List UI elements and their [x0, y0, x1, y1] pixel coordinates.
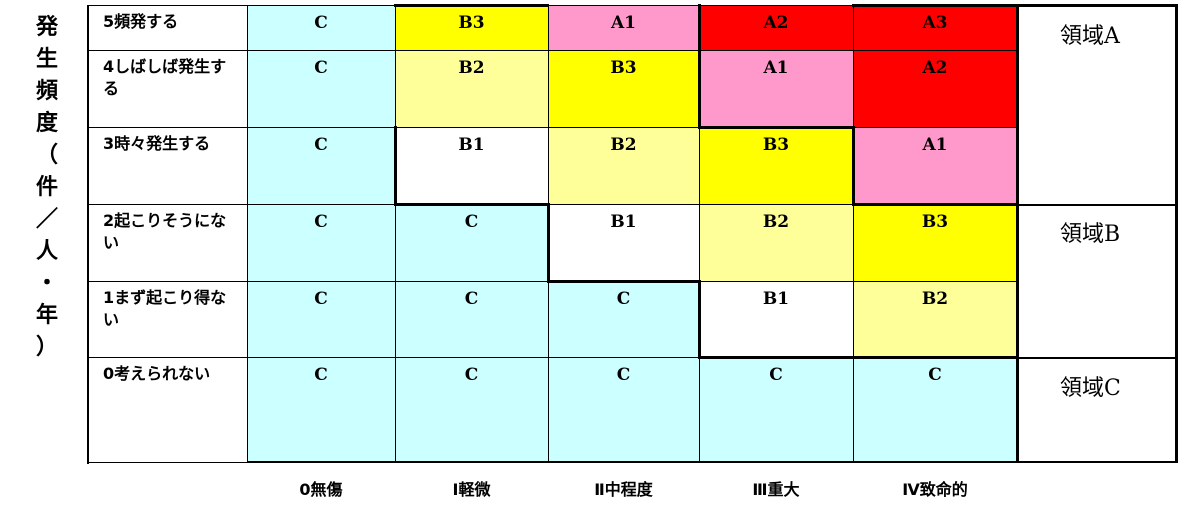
matrix-cell: A2 — [853, 50, 1017, 127]
y-axis-char: （ — [35, 143, 58, 168]
zone-boundary — [698, 356, 1018, 359]
region-label-b: 領域B — [1060, 222, 1121, 247]
zone-boundary — [394, 126, 397, 205]
matrix-cell: C — [395, 357, 548, 462]
grid-line — [87, 357, 1017, 358]
y-axis-char: 頻 — [35, 79, 58, 104]
zone-boundary — [698, 49, 701, 128]
matrix-cell: A1 — [853, 127, 1017, 204]
grid-line — [1017, 357, 1177, 359]
region-label-c: 領域C — [1060, 376, 1121, 401]
matrix-cell: C — [247, 50, 395, 127]
matrix-cell: C — [548, 281, 699, 357]
zone-boundary — [852, 203, 1018, 206]
grid-line — [87, 5, 1177, 6]
grid-line — [1017, 204, 1177, 206]
matrix-cell: C — [247, 281, 395, 357]
row-label: 3時々発生する — [103, 134, 211, 153]
matrix-cell: A1 — [699, 50, 853, 127]
matrix-cell: A2 — [699, 5, 853, 50]
column-label: Ⅳ致命的 — [902, 480, 968, 499]
row-label: 0考えられない — [103, 364, 211, 383]
matrix-cell: B1 — [548, 204, 699, 281]
column-label: Ⅱ中程度 — [594, 480, 653, 499]
region-label-a: 領域A — [1060, 24, 1120, 49]
zone-boundary — [547, 280, 700, 283]
grid-line — [247, 461, 1177, 463]
grid-line — [87, 462, 247, 463]
matrix-cell: C — [247, 5, 395, 50]
matrix-cell: C — [699, 357, 853, 462]
column-label: Ⅰ軽微 — [452, 480, 491, 499]
zone-boundary — [1175, 4, 1178, 463]
matrix-cell: C — [395, 204, 548, 281]
y-axis-char: 人 — [35, 239, 58, 264]
y-axis-char: ・ — [35, 271, 58, 296]
y-axis-label: 発生頻度 （ 件 ／ 人・年 ） — [30, 12, 64, 412]
zone-boundary — [698, 126, 854, 129]
zone-boundary — [852, 126, 855, 205]
region-cell — [1017, 204, 1177, 357]
matrix-cell: B3 — [395, 5, 548, 50]
matrix-cell: C — [247, 357, 395, 462]
zone-boundary — [394, 4, 549, 7]
y-axis-char: 年 — [35, 303, 58, 328]
region-cell — [1017, 5, 1177, 204]
column-label: Ⅲ重大 — [752, 480, 800, 499]
y-axis-char: 発 — [35, 15, 58, 40]
zone-boundary — [394, 203, 549, 206]
row-label: 4しばしば発生する — [103, 57, 227, 98]
matrix-cell: C — [247, 127, 395, 204]
matrix-cell: B2 — [395, 50, 548, 127]
row-label: 5頻発する — [103, 12, 179, 31]
zone-boundary — [698, 280, 701, 358]
matrix-cell: B3 — [699, 127, 853, 204]
row-label: 1まず起こり得ない — [103, 288, 227, 329]
grid-line — [853, 5, 854, 462]
column-label: 0無傷 — [299, 480, 343, 499]
matrix-cell: C — [853, 357, 1017, 462]
y-axis-char: ／ — [35, 207, 58, 232]
grid-line — [87, 50, 1017, 51]
matrix-cell: B1 — [699, 281, 853, 357]
matrix-cell: A3 — [853, 5, 1017, 50]
matrix-cell: B2 — [853, 281, 1017, 357]
grid-line — [87, 5, 89, 464]
grid-line — [395, 5, 396, 462]
matrix-cell: C — [247, 204, 395, 281]
row-label: 2起こりそうにない — [103, 211, 227, 252]
grid-line — [87, 204, 1017, 205]
region-cell — [1017, 357, 1177, 462]
matrix-cell: B3 — [548, 50, 699, 127]
matrix-cell: C — [548, 357, 699, 462]
y-axis-char: 生 — [35, 47, 58, 72]
zone-boundary — [1016, 4, 1019, 463]
zone-boundary — [852, 4, 1178, 7]
grid-line — [87, 127, 1017, 128]
grid-line — [247, 5, 248, 462]
zone-boundary — [547, 203, 550, 282]
matrix-cell: B3 — [853, 204, 1017, 281]
grid-line — [699, 5, 700, 462]
matrix-cell: B2 — [548, 127, 699, 204]
zone-boundary — [698, 4, 701, 51]
matrix-cell: C — [395, 281, 548, 357]
matrix-cell: A1 — [548, 5, 699, 50]
y-axis-char: ） — [35, 335, 58, 360]
y-axis-char: 件 — [35, 175, 58, 200]
matrix-cell: B1 — [395, 127, 548, 204]
matrix-cell: B2 — [699, 204, 853, 281]
y-axis-char: 度 — [35, 111, 58, 136]
